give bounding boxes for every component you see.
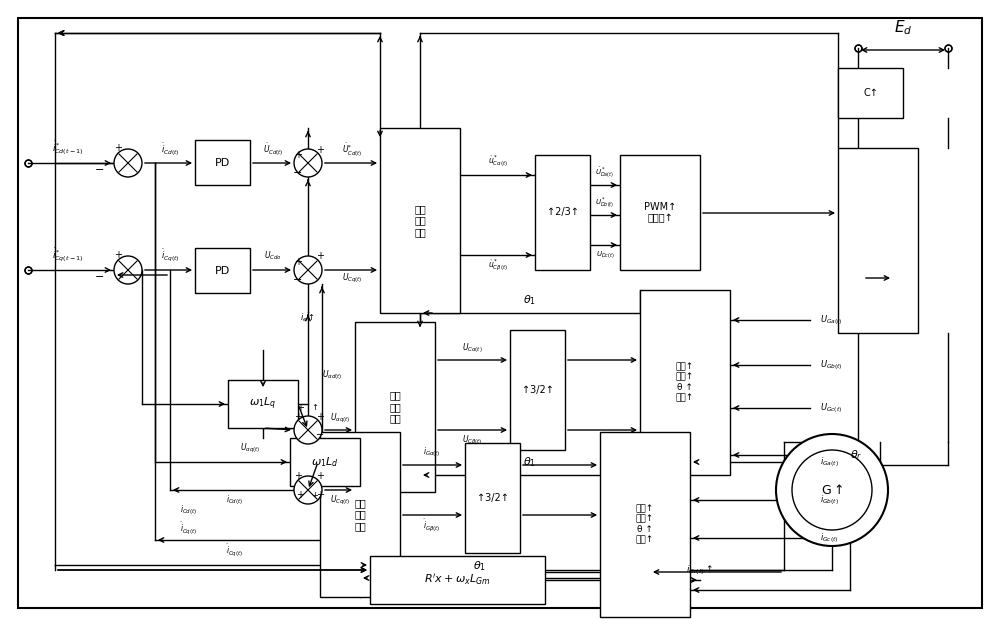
- Circle shape: [114, 149, 142, 177]
- Text: $\dot{i}_{Cq(t)}$: $\dot{i}_{Cq(t)}$: [161, 248, 179, 264]
- Text: +: +: [316, 471, 324, 481]
- Text: $U_{Cq(t)}$: $U_{Cq(t)}$: [330, 493, 350, 506]
- Text: G$\uparrow$: G$\uparrow$: [821, 483, 843, 497]
- Text: $U_{Cdo}$: $U_{Cdo}$: [264, 250, 282, 262]
- Text: $\dot{i}_{Cq(t)}$: $\dot{i}_{Cq(t)}$: [180, 520, 197, 536]
- Text: $\omega_1 L_d$: $\omega_1 L_d$: [311, 455, 339, 469]
- Text: $U_{Gb(t)}$: $U_{Gb(t)}$: [820, 358, 843, 372]
- Text: $\dot{U}_{Cd(t)}$: $\dot{U}_{Cd(t)}$: [263, 141, 283, 158]
- Text: $U_{Cq(t)}$: $U_{Cq(t)}$: [342, 272, 362, 285]
- Text: ↑: ↑: [312, 404, 318, 413]
- Text: $U_{C\beta(t)}$: $U_{C\beta(t)}$: [462, 433, 482, 446]
- Text: $\omega_1 L_q$: $\omega_1 L_q$: [249, 396, 277, 412]
- Circle shape: [114, 256, 142, 284]
- FancyBboxPatch shape: [290, 438, 360, 486]
- Text: +: +: [316, 412, 324, 422]
- FancyBboxPatch shape: [355, 322, 435, 492]
- Text: $\theta_1$: $\theta_1$: [473, 559, 487, 573]
- Text: $i_{Gb(t)}$: $i_{Gb(t)}$: [820, 493, 839, 507]
- Text: 磁通↑
角度↑
θ ↑
计算↑: 磁通↑ 角度↑ θ ↑ 计算↑: [676, 362, 694, 403]
- Text: +: +: [296, 403, 304, 413]
- FancyBboxPatch shape: [535, 155, 590, 270]
- Text: $i_{Gr(t)}\uparrow$: $i_{Gr(t)}\uparrow$: [686, 563, 714, 577]
- Text: $i_{Cd(t)}$: $i_{Cd(t)}$: [180, 503, 197, 517]
- Text: $\dot{u}^*_{C\alpha(t)}$: $\dot{u}^*_{C\alpha(t)}$: [488, 154, 508, 170]
- Text: $U_{Ga(t)}$: $U_{Ga(t)}$: [820, 313, 843, 327]
- Text: $U^*_{Db(t)}$: $U^*_{Db(t)}$: [595, 196, 615, 210]
- Text: $U_{Dc(t)}$: $U_{Dc(t)}$: [596, 250, 614, 260]
- Text: $R'x+\omega_x L_{Gm}$: $R'x+\omega_x L_{Gm}$: [424, 573, 491, 587]
- Text: +: +: [294, 257, 302, 267]
- Circle shape: [792, 450, 872, 530]
- Text: 旋转
静止
变换: 旋转 静止 变换: [414, 204, 426, 237]
- Text: PD: PD: [215, 265, 230, 275]
- Text: PD: PD: [215, 158, 230, 168]
- Text: 磁通↑
角度↑
θ ↑
计算↑: 磁通↑ 角度↑ θ ↑ 计算↑: [636, 505, 654, 545]
- FancyBboxPatch shape: [640, 290, 730, 475]
- Text: $U_{C\alpha(t)}$: $U_{C\alpha(t)}$: [462, 341, 482, 355]
- FancyBboxPatch shape: [380, 128, 460, 313]
- FancyBboxPatch shape: [465, 443, 520, 553]
- Text: −: −: [95, 272, 105, 282]
- FancyBboxPatch shape: [838, 68, 903, 118]
- FancyBboxPatch shape: [195, 140, 250, 185]
- Text: $i_{Gc(t)}$: $i_{Gc(t)}$: [820, 531, 838, 545]
- Text: $\dot{U}^*_{Da(t)}$: $\dot{U}^*_{Da(t)}$: [595, 166, 615, 180]
- Text: −: −: [316, 430, 324, 440]
- FancyBboxPatch shape: [195, 248, 250, 293]
- Circle shape: [776, 434, 888, 546]
- Text: +: +: [296, 490, 304, 500]
- Text: $\dot{i}^*_{Cq(t-1)}$: $\dot{i}^*_{Cq(t-1)}$: [52, 247, 84, 264]
- Text: +: +: [316, 251, 324, 261]
- Text: $\theta_r$: $\theta_r$: [850, 448, 862, 462]
- Text: +: +: [294, 412, 302, 422]
- Circle shape: [294, 149, 322, 177]
- Text: $\theta_1$: $\theta_1$: [523, 293, 537, 307]
- FancyBboxPatch shape: [620, 155, 700, 270]
- Text: $i_{G\alpha(t)}$: $i_{G\alpha(t)}$: [423, 445, 441, 459]
- Text: $i_e\uparrow$: $i_e\uparrow$: [300, 312, 316, 324]
- Text: $\dot{i}_{G\beta(t)}$: $\dot{i}_{G\beta(t)}$: [423, 517, 441, 533]
- Text: +: +: [316, 490, 324, 500]
- Text: $U_{\alpha q(t)}$: $U_{\alpha q(t)}$: [240, 441, 260, 454]
- Text: +: +: [114, 250, 122, 260]
- Text: $E_d$: $E_d$: [894, 19, 912, 38]
- FancyBboxPatch shape: [228, 380, 298, 428]
- Text: $\dot{u}^*_{C\beta(t)}$: $\dot{u}^*_{C\beta(t)}$: [488, 257, 508, 273]
- Text: −: −: [293, 168, 303, 178]
- Text: +: +: [312, 491, 318, 500]
- Text: 静止
旋转
变换: 静止 旋转 变换: [354, 498, 366, 531]
- Text: $U_{\alpha d(t)}$: $U_{\alpha d(t)}$: [322, 368, 342, 382]
- Text: +: +: [114, 143, 122, 153]
- FancyBboxPatch shape: [510, 330, 565, 450]
- FancyBboxPatch shape: [320, 432, 400, 597]
- Text: +: +: [316, 145, 324, 155]
- Text: ↑3/2↑: ↑3/2↑: [477, 493, 508, 503]
- Circle shape: [294, 476, 322, 504]
- FancyBboxPatch shape: [600, 432, 690, 617]
- Text: $i_{Cd(t)}$: $i_{Cd(t)}$: [226, 493, 244, 507]
- Text: +: +: [294, 471, 302, 481]
- Text: −: −: [293, 275, 303, 285]
- Text: −: −: [95, 165, 105, 175]
- Text: $i_{Ga(t)}$: $i_{Ga(t)}$: [820, 455, 839, 469]
- Text: 静止
旋转
变换: 静止 旋转 变换: [389, 391, 401, 424]
- Text: $\dot{i}_{Cq(t)}$: $\dot{i}_{Cq(t)}$: [226, 542, 244, 558]
- Text: ↑2/3↑: ↑2/3↑: [547, 207, 578, 217]
- Text: $\dot{i}^*_{Cd(t-1)}$: $\dot{i}^*_{Cd(t-1)}$: [52, 139, 84, 157]
- Text: $\dot{i}_{Cd(t)}$: $\dot{i}_{Cd(t)}$: [161, 141, 179, 158]
- Text: ↑3/2↑: ↑3/2↑: [522, 385, 553, 395]
- Circle shape: [294, 256, 322, 284]
- Text: $U_{\alpha q(t)}$: $U_{\alpha q(t)}$: [330, 411, 350, 424]
- Text: $U_{Gc(t)}$: $U_{Gc(t)}$: [820, 401, 842, 415]
- Text: PWM↑
发生器↑: PWM↑ 发生器↑: [644, 202, 676, 223]
- Text: C↑: C↑: [863, 88, 878, 98]
- Text: $\dot{U}^{*}_{Cd(t)}$: $\dot{U}^{*}_{Cd(t)}$: [342, 141, 362, 159]
- FancyBboxPatch shape: [838, 148, 918, 333]
- FancyBboxPatch shape: [370, 556, 545, 604]
- Text: +: +: [294, 150, 302, 160]
- Circle shape: [294, 416, 322, 444]
- Text: $\theta_1$: $\theta_1$: [523, 455, 537, 469]
